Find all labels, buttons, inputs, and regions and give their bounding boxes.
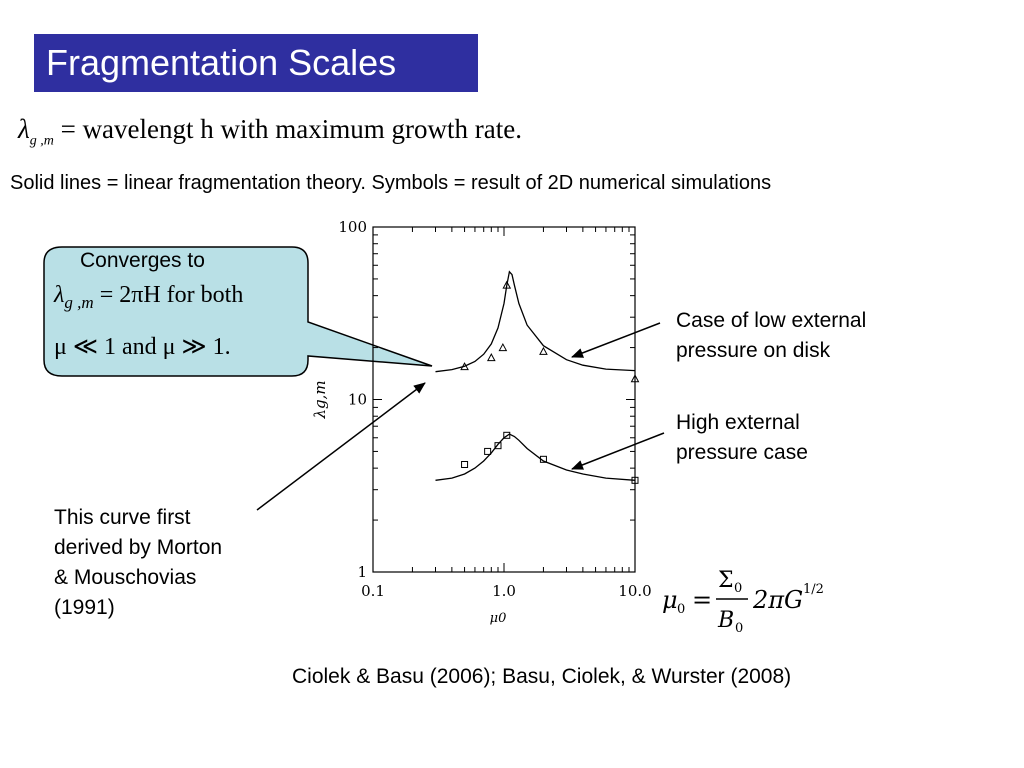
triangle-marker [539, 346, 548, 355]
x-tick-label: 1.0 [492, 582, 516, 600]
square-marker [631, 476, 639, 484]
lambda-symbol: λ [18, 114, 30, 144]
square-marker [539, 455, 547, 463]
morton-arrow [256, 382, 426, 511]
y-axis-label: λg,m [311, 380, 329, 419]
morton-line-2: derived by Morton [54, 536, 223, 559]
high-pressure-annotation: High external pressure case [676, 408, 808, 468]
y-tick-label: 1 [357, 563, 367, 581]
triangle-marker [498, 343, 508, 352]
morton-line-4: (1991) [54, 596, 115, 619]
morton-line-1: This curve first [54, 506, 191, 529]
high-pressure-arrow [571, 432, 665, 470]
mu-symbol: μ [662, 586, 678, 614]
definition-equation: λg ,m = wavelengt h with maximum growth … [18, 114, 522, 149]
morton-line-3: & Mouschovias [54, 566, 197, 589]
sigma-subscript: 0 [734, 581, 742, 596]
page-title: Fragmentation Scales [46, 42, 397, 83]
mu-subscript: 0 [677, 602, 685, 617]
callout-lambda: λ [54, 282, 65, 308]
callout-bubble [43, 246, 433, 377]
lambda-subscript: g ,m [29, 133, 54, 149]
square-marker [484, 447, 492, 455]
lambda-chart: 0.1 1.0 10.0 1 10 100 μ0 λg,m [311, 218, 652, 626]
triangle-marker [460, 362, 469, 371]
theory-curve-2 [435, 433, 636, 481]
square-marker [461, 460, 469, 468]
low-pressure-line-2: pressure on disk [676, 339, 831, 362]
square-marker [494, 442, 502, 450]
callout-equation-2: μ ≪ 1 and μ ≫ 1. [54, 334, 231, 360]
callout-heading: Converges to [80, 249, 205, 272]
title-banner: Fragmentation Scales [34, 34, 478, 92]
low-pressure-line-1: Case of low external [676, 309, 867, 332]
low-pressure-annotation: Case of low external pressure on disk [676, 306, 866, 366]
mu-equals: = [692, 586, 712, 614]
two-pi-g: 2πG [752, 586, 803, 614]
mu-zero-equation: μ 0 = Σ 0 B 0 2πG 1/2 [662, 568, 824, 635]
high-pressure-line-2: pressure case [676, 441, 808, 464]
b-subscript: 0 [735, 621, 743, 635]
subtitle: Solid lines = linear fragmentation theor… [10, 172, 772, 194]
citation: Ciolek & Basu (2006); Basu, Ciolek, & Wu… [292, 665, 792, 688]
g-exponent: 1/2 [803, 582, 824, 597]
square-marker [503, 431, 511, 439]
triangle-marker [486, 353, 496, 362]
x-tick-label: 0.1 [361, 582, 385, 600]
callout-equation-1: λg ,m = 2πH for both [54, 282, 243, 313]
theory-curve-0 [435, 270, 636, 373]
y-tick-label: 10 [348, 391, 367, 409]
y-tick-label: 100 [338, 218, 367, 236]
morton-annotation: This curve first derived by Morton & Mou… [54, 503, 222, 623]
equals-sign: = [60, 114, 76, 144]
x-tick-label: 10.0 [618, 582, 651, 600]
callout-lambda-subscript: g ,m [64, 292, 94, 312]
triangle-marker [630, 374, 640, 383]
low-pressure-arrow [571, 322, 661, 358]
sigma-symbol: Σ [718, 568, 734, 593]
high-pressure-line-1: High external [676, 411, 800, 434]
b-symbol: B [717, 608, 734, 633]
callout-rhs: = 2πH for both [99, 282, 244, 308]
triangle-marker [502, 280, 512, 289]
x-axis-label: μ0 [490, 611, 507, 626]
definition-text: wavelengt h with maximum growth rate. [82, 114, 522, 144]
plot-frame [372, 226, 636, 573]
